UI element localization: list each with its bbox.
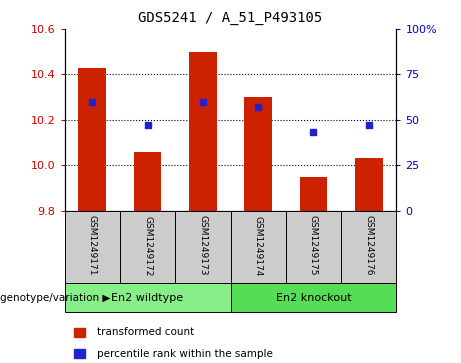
Bar xyxy=(244,97,272,211)
Bar xyxy=(300,176,327,211)
Text: GSM1249171: GSM1249171 xyxy=(88,215,97,276)
Title: GDS5241 / A_51_P493105: GDS5241 / A_51_P493105 xyxy=(138,11,323,25)
Point xyxy=(89,99,96,105)
Bar xyxy=(189,52,217,211)
Text: transformed count: transformed count xyxy=(97,327,194,337)
Text: percentile rank within the sample: percentile rank within the sample xyxy=(97,349,273,359)
Text: En2 knockout: En2 knockout xyxy=(276,293,351,303)
Text: genotype/variation ▶: genotype/variation ▶ xyxy=(0,293,110,303)
Point xyxy=(365,122,372,128)
Text: GSM1249172: GSM1249172 xyxy=(143,216,152,276)
Text: GSM1249175: GSM1249175 xyxy=(309,215,318,276)
Point xyxy=(254,104,262,110)
Bar xyxy=(134,151,161,211)
Bar xyxy=(78,68,106,211)
Text: GSM1249174: GSM1249174 xyxy=(254,216,263,276)
Text: GSM1249176: GSM1249176 xyxy=(364,215,373,276)
Text: GSM1249173: GSM1249173 xyxy=(198,215,207,276)
Point xyxy=(310,130,317,135)
Point xyxy=(144,122,151,128)
Point xyxy=(199,99,207,105)
Text: En2 wildtype: En2 wildtype xyxy=(112,293,183,303)
Bar xyxy=(355,158,383,211)
